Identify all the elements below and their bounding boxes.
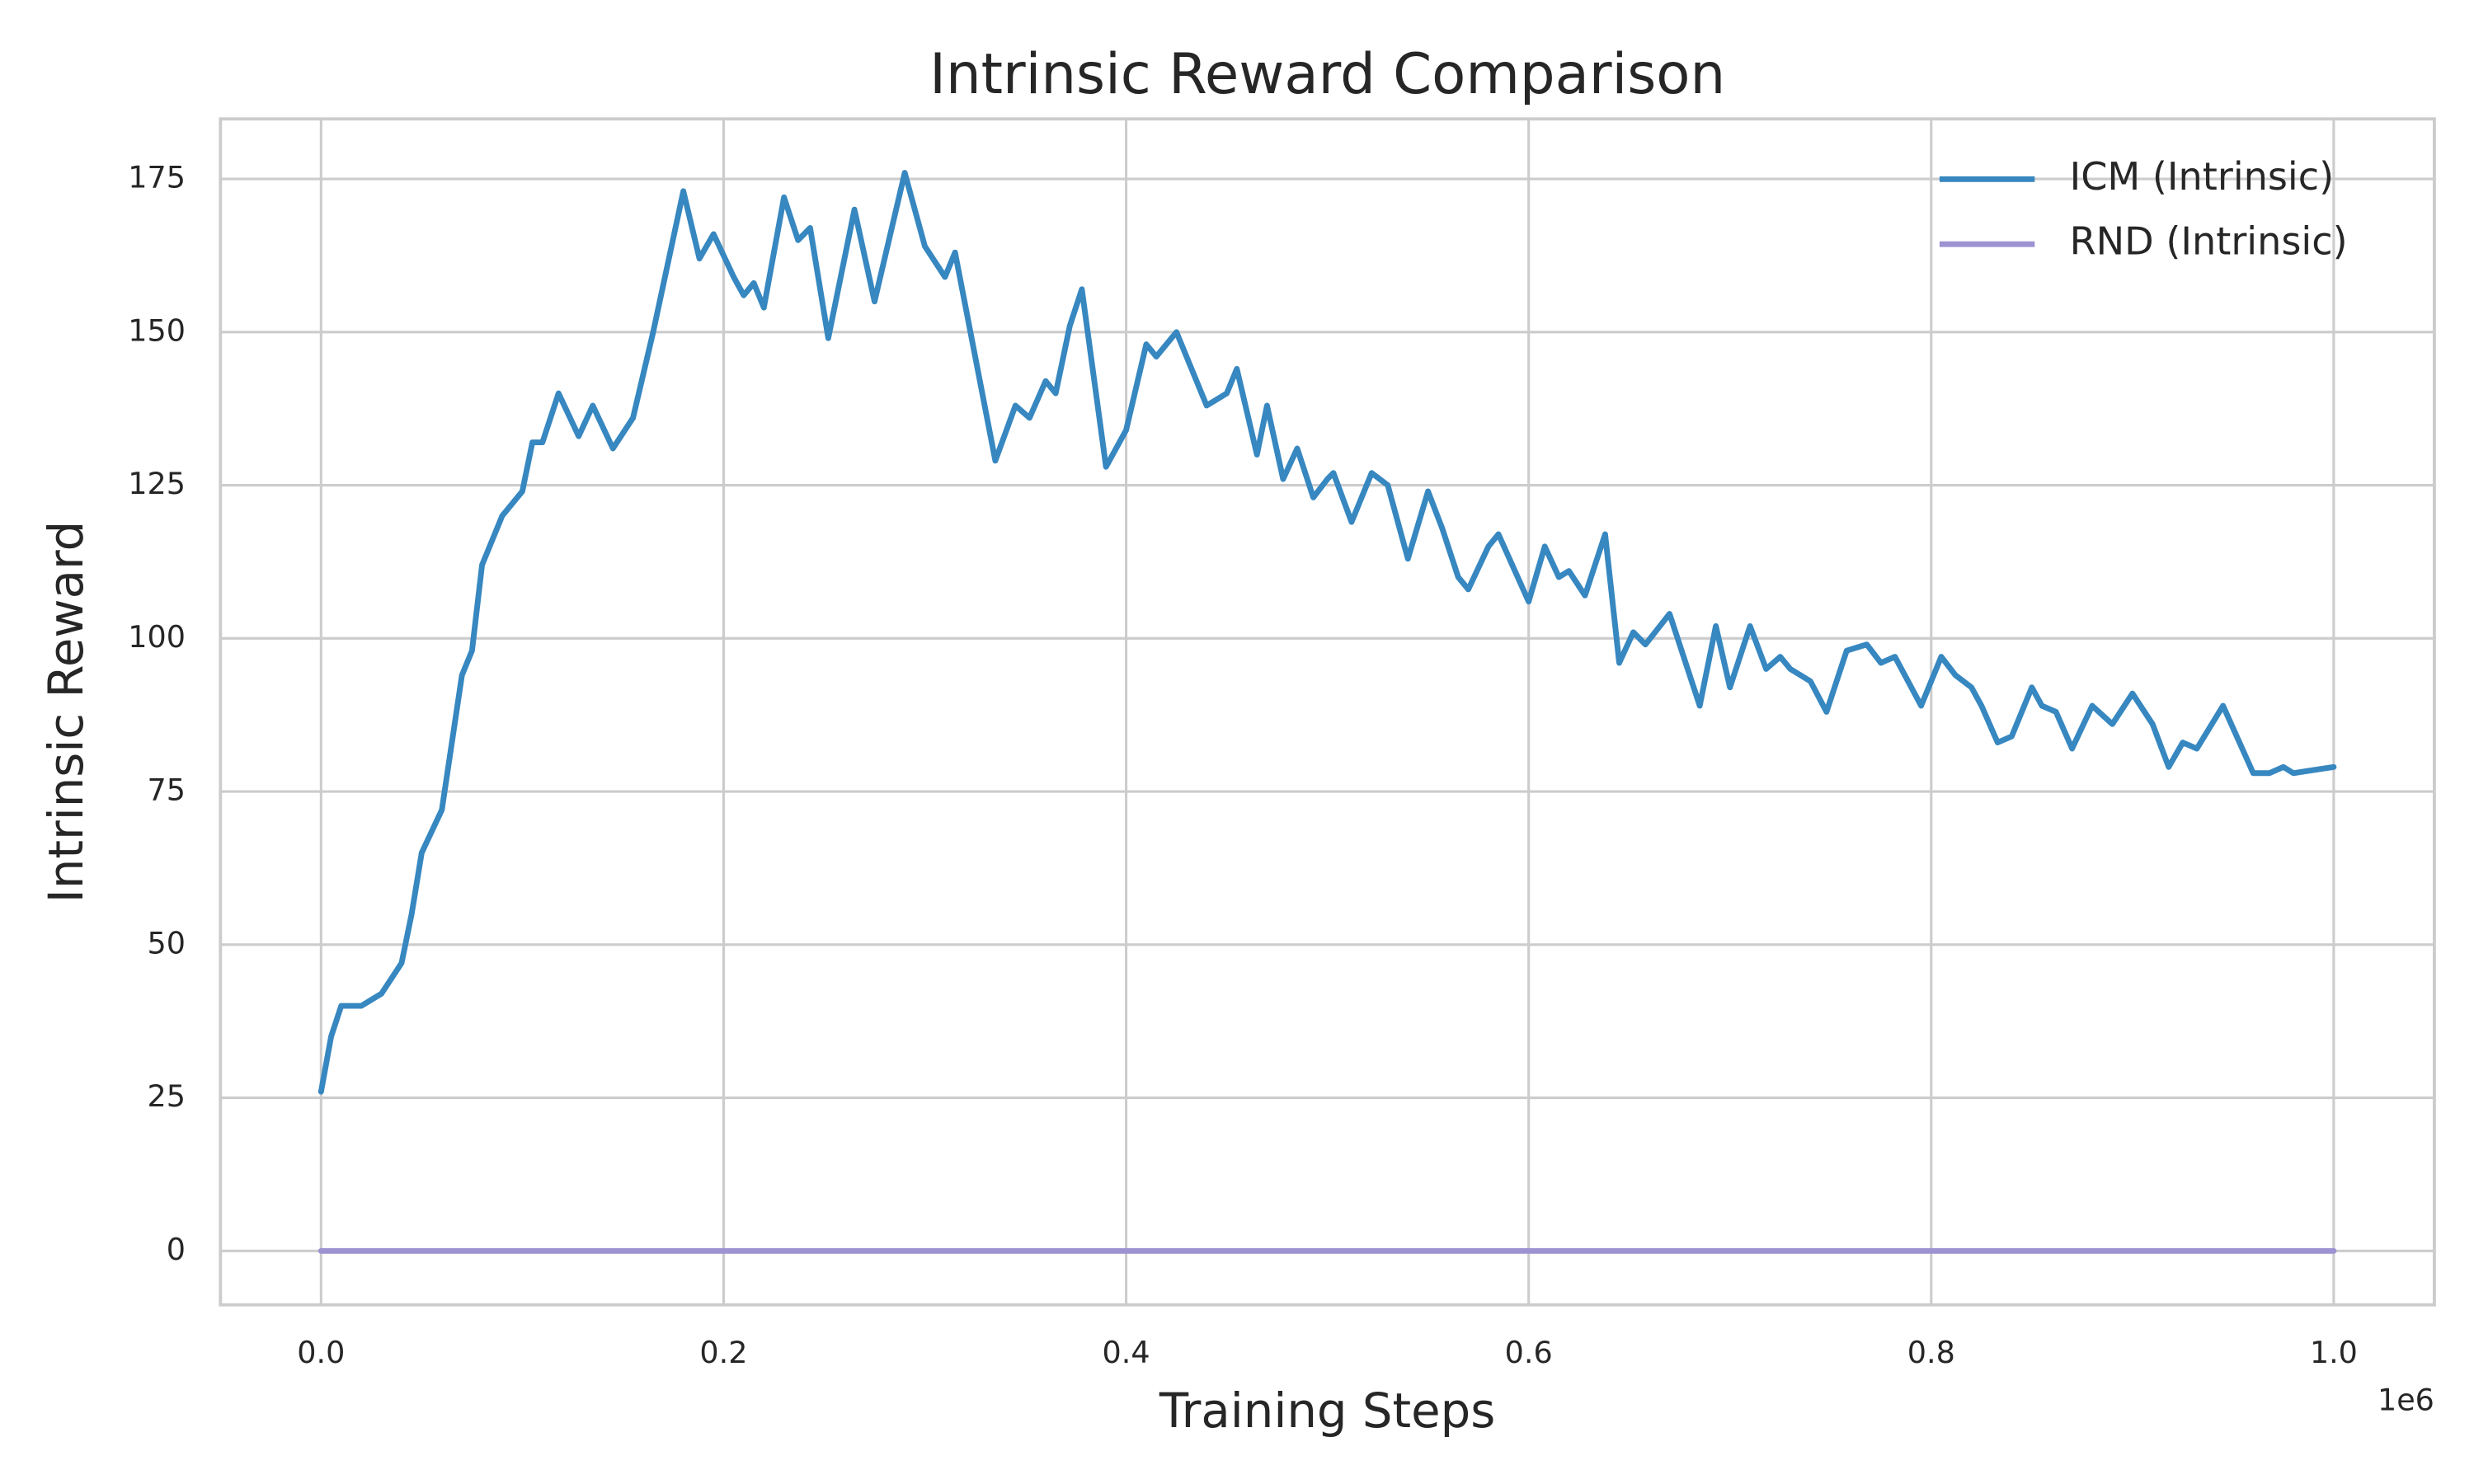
y-tick-label: 25 <box>148 1078 186 1114</box>
x-tick-label: 0.4 <box>1103 1335 1150 1370</box>
x-tick-label: 0.2 <box>699 1335 747 1370</box>
y-tick-label: 175 <box>128 160 186 195</box>
y-tick-label: 75 <box>148 773 186 808</box>
y-tick-label: 0 <box>167 1232 186 1267</box>
x-tick-label: 0.0 <box>297 1335 345 1370</box>
plot-frame <box>219 117 2436 1307</box>
x-axis-label: Training Steps <box>1159 1383 1495 1439</box>
y-tick-label: 50 <box>148 925 186 960</box>
data-line <box>317 170 2337 1095</box>
x-tick-label: 0.6 <box>1505 1335 1553 1370</box>
y-tick-label: 100 <box>128 619 186 655</box>
x-tick-label: 1.0 <box>2310 1335 2358 1370</box>
x-tick-label: 0.8 <box>1907 1335 1955 1370</box>
chart-title: Intrinsic Reward Comparison <box>929 42 1725 106</box>
y-tick-label: 125 <box>128 466 186 501</box>
legend-label: RND (Intrinsic) <box>2070 219 2348 264</box>
y-axis-label: Intrinsic Reward <box>38 521 94 903</box>
x-offset-label: 1e6 <box>2378 1383 2434 1418</box>
legend-label: ICM (Intrinsic) <box>2070 154 2335 199</box>
y-tick-label: 150 <box>128 312 186 348</box>
